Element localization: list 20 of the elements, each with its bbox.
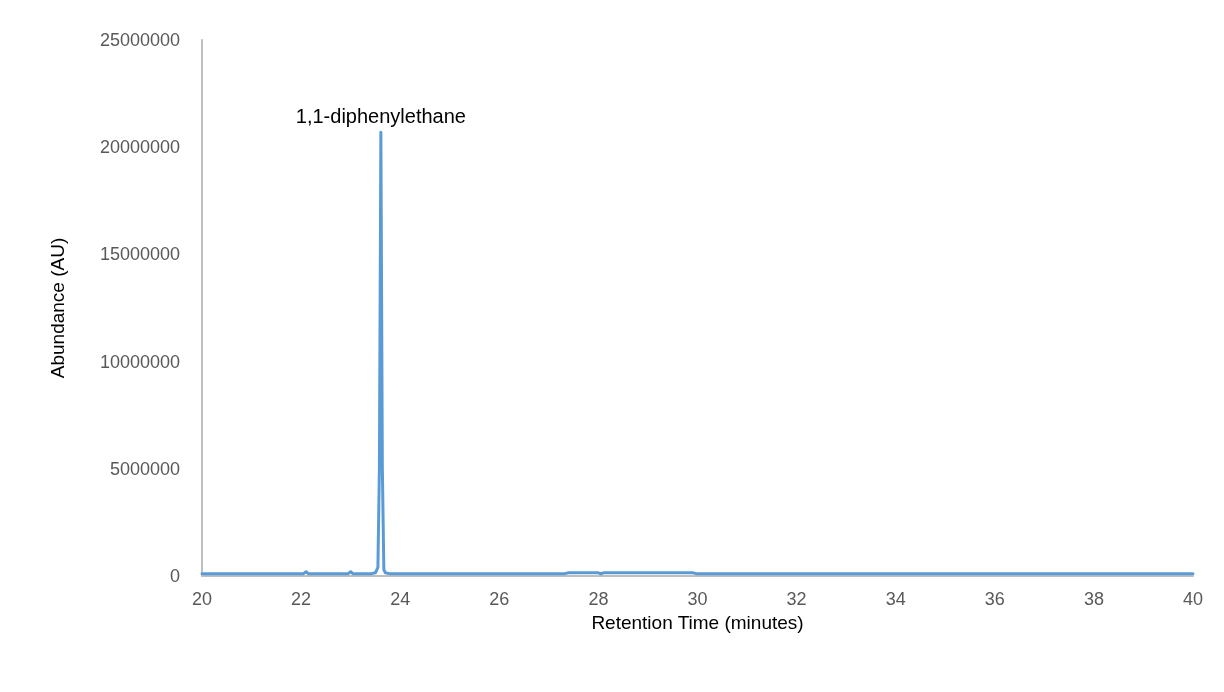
y-tick-label: 10000000 — [99, 351, 180, 372]
x-tick-label: 24 — [390, 589, 411, 609]
y-axis-title: Abundance (AU) — [47, 237, 68, 379]
y-tick-label: 15000000 — [99, 244, 180, 265]
x-tick-label: 36 — [984, 589, 1005, 609]
x-tick-label: 28 — [588, 589, 609, 609]
x-tick-label: 38 — [1083, 589, 1104, 609]
y-tick-label: 0 — [169, 566, 180, 586]
y-tick-label: 25000000 — [99, 30, 180, 50]
annotation: 1,1-diphenylethane — [295, 105, 466, 128]
y-tick-label: 5000000 — [109, 458, 180, 479]
y-tick-label: 20000000 — [99, 137, 180, 158]
x-tick-label: 22 — [291, 589, 312, 609]
x-tick-label: 32 — [786, 589, 807, 609]
x-tick-label: 40 — [1182, 589, 1204, 609]
x-tick-label: 20 — [191, 589, 213, 609]
x-tick-label: 34 — [885, 589, 906, 609]
x-tick-label: 26 — [489, 589, 510, 609]
x-axis-title: Retention Time (minutes) — [591, 611, 804, 633]
x-tick-label: 30 — [687, 589, 708, 609]
